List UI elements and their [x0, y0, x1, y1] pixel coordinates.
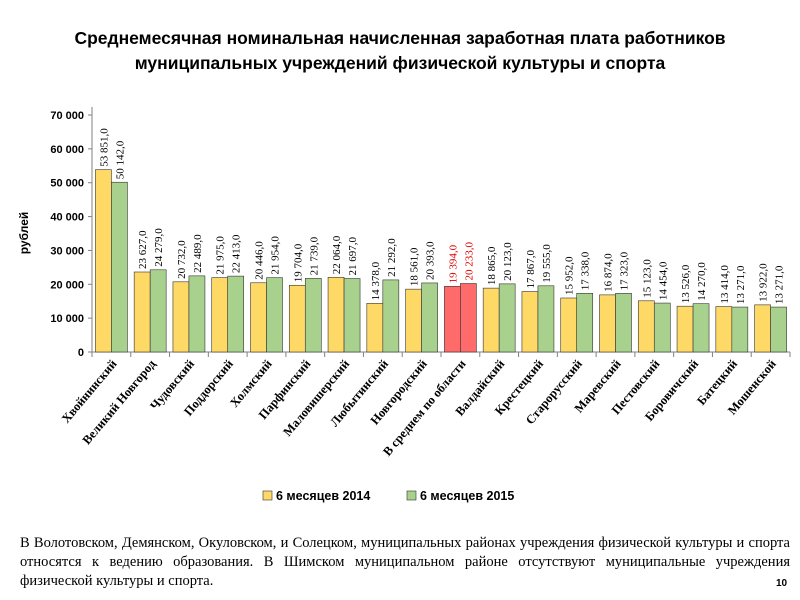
- data-label: 24 279,0: [153, 228, 165, 267]
- data-label: 22 489,0: [192, 234, 204, 273]
- data-label: 14 454,0: [657, 261, 669, 300]
- bar-2015: [227, 275, 245, 353]
- bar-2015: [343, 278, 361, 353]
- data-label: 18 865,0: [486, 246, 498, 285]
- bar-2015: [731, 306, 749, 353]
- data-label: 20 732,0: [176, 240, 188, 279]
- data-label: 50 142,0: [114, 140, 126, 179]
- bar-2014: [637, 300, 655, 353]
- data-label: 16 874,0: [603, 253, 615, 292]
- y-tick-label: 30 000: [50, 245, 84, 257]
- bar-2015: [576, 292, 594, 353]
- data-label: 17 867,0: [525, 250, 537, 289]
- bar-2015: [537, 285, 555, 353]
- data-label: 23 627,0: [137, 230, 149, 269]
- page-title: Среднемесячная номинальная начисленная з…: [20, 26, 780, 76]
- bar-2014: [133, 271, 151, 353]
- data-label: 20 446,0: [254, 241, 266, 280]
- data-label: 13 922,0: [758, 263, 770, 302]
- bar-2014: [676, 305, 694, 353]
- bar-2015: [111, 181, 128, 353]
- legend-label-2015: 6 месяцев 2015: [420, 489, 514, 503]
- data-label: 13 271,0: [735, 265, 747, 304]
- category-label: Великий Новгород: [80, 356, 159, 447]
- bar-2014: [754, 304, 771, 353]
- bar-2014: [366, 303, 384, 353]
- bar-2014: [560, 297, 578, 353]
- data-label: 19 394,0: [447, 244, 459, 283]
- legend-swatch-2014: [262, 490, 273, 501]
- data-label: 21 697,0: [347, 237, 359, 276]
- legend-swatch-2015: [406, 490, 417, 501]
- y-tick-label: 10 000: [50, 313, 84, 325]
- bar-2014: [95, 169, 112, 353]
- bar-2015: [149, 269, 167, 353]
- bar-2014: [405, 288, 422, 353]
- bar-2014: [172, 281, 190, 353]
- data-label: 53 851,0: [98, 128, 110, 167]
- bar-2015: [770, 306, 787, 353]
- data-label: 14 270,0: [696, 262, 708, 301]
- y-axis-title: рублей: [17, 212, 31, 254]
- data-label: 19 704,0: [292, 243, 304, 282]
- title-line-2: муниципальных учреждений физической куль…: [134, 53, 666, 73]
- category-label: Маловишерский: [280, 357, 352, 439]
- data-label: 21 739,0: [308, 236, 320, 275]
- bar-2015: [460, 283, 477, 353]
- bar-2014: [521, 291, 539, 353]
- data-label: 18 561,0: [409, 247, 421, 286]
- data-label: 14 378,0: [370, 261, 382, 300]
- data-label: 17 323,0: [619, 251, 631, 290]
- data-label: 20 123,0: [502, 242, 514, 281]
- bar-2015: [266, 277, 283, 353]
- data-label: 21 292,0: [386, 238, 398, 277]
- bar-2015: [304, 278, 322, 353]
- bar-2015: [188, 275, 206, 353]
- bar-2014: [444, 286, 461, 353]
- data-label: 22 064,0: [331, 235, 343, 274]
- page-number: 10: [776, 578, 788, 589]
- bar-2014: [482, 287, 500, 353]
- y-tick-label: 0: [78, 347, 84, 359]
- data-label: 20 233,0: [463, 241, 475, 280]
- data-label: 17 338,0: [580, 251, 592, 290]
- legend-label-2014: 6 месяцев 2014: [276, 489, 370, 503]
- bar-2014: [211, 277, 229, 353]
- data-label: 13 414,0: [719, 265, 731, 304]
- y-tick-label: 40 000: [50, 212, 84, 224]
- bar-2014: [599, 294, 616, 353]
- bar-2014: [715, 306, 733, 353]
- footnote: В Волотовском, Демянском, Окуловском, и …: [20, 535, 790, 589]
- data-label: 21 954,0: [270, 236, 282, 275]
- bar-2015: [653, 302, 671, 353]
- bar-2015: [382, 279, 400, 353]
- y-tick-label: 60 000: [50, 144, 84, 156]
- data-label: 22 413,0: [231, 234, 243, 273]
- y-tick-label: 20 000: [50, 279, 84, 291]
- y-tick-label: 70 000: [50, 110, 84, 122]
- bar-2015: [692, 303, 710, 353]
- data-label: 15 952,0: [564, 256, 576, 295]
- title-line-1: Среднемесячная номинальная начисленная з…: [74, 28, 726, 48]
- data-label: 13 526,0: [680, 264, 692, 303]
- bar-2015: [421, 282, 438, 353]
- bar-chart: 0 10 000 20 000 30 000 40 000 50 000 60 000 70 …: [17, 107, 791, 503]
- data-label: 21 975,0: [215, 236, 227, 275]
- bar-2015: [615, 293, 632, 353]
- bar-2015: [498, 283, 516, 353]
- data-label: 20 393,0: [425, 241, 437, 280]
- y-tick-label: 50 000: [50, 178, 84, 190]
- data-label: 19 555,0: [541, 244, 553, 283]
- bar-2014: [327, 276, 345, 353]
- bar-2014: [288, 284, 306, 353]
- bar-2014: [250, 282, 267, 353]
- data-label: 13 271,0: [774, 265, 786, 304]
- data-label: 15 123,0: [641, 259, 653, 298]
